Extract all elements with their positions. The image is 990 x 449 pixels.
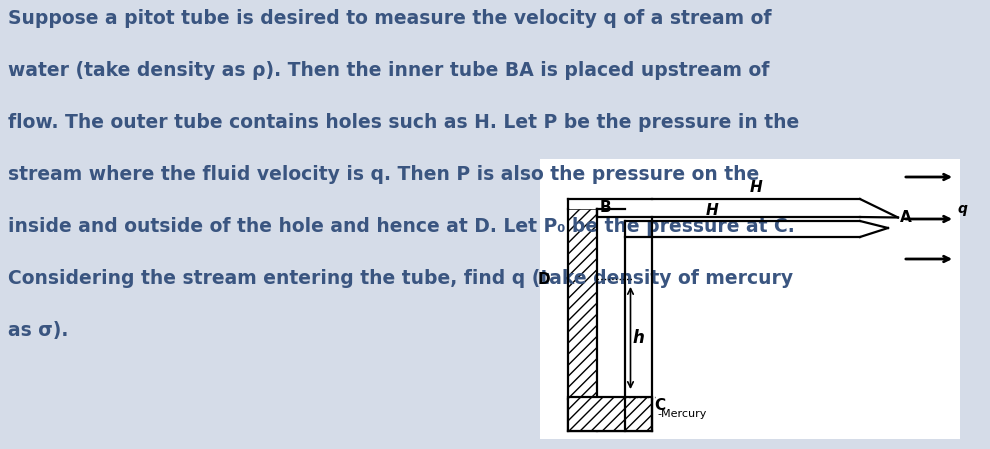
Text: -Mercury: -Mercury — [657, 409, 707, 419]
Text: as σ).: as σ). — [8, 321, 68, 340]
Text: stream where the fluid velocity is q. Then P is also the pressure on the: stream where the fluid velocity is q. Th… — [8, 165, 759, 184]
Text: Considering the stream entering the tube, find q (take density of mercury: Considering the stream entering the tube… — [8, 269, 793, 288]
Text: flow. The outer tube contains holes such as H. Let P be the pressure in the: flow. The outer tube contains holes such… — [8, 113, 799, 132]
Text: q: q — [957, 202, 967, 216]
Text: water (take density as ρ). Then the inner tube BA is placed upstream of: water (take density as ρ). Then the inne… — [8, 61, 769, 80]
Text: C: C — [654, 398, 665, 413]
Text: h: h — [633, 329, 644, 347]
Text: D: D — [538, 272, 550, 286]
Text: H: H — [706, 203, 719, 218]
Bar — [568, 209, 597, 431]
Bar — [568, 397, 652, 431]
Text: B: B — [600, 200, 612, 215]
Text: A: A — [900, 210, 912, 225]
Text: H: H — [749, 180, 762, 195]
Text: Suppose a pitot tube is desired to measure the velocity q of a stream of: Suppose a pitot tube is desired to measu… — [8, 9, 771, 28]
Bar — [540, 159, 960, 439]
Text: inside and outside of the hole and hence at D. Let P₀ be the pressure at C.: inside and outside of the hole and hence… — [8, 217, 795, 236]
